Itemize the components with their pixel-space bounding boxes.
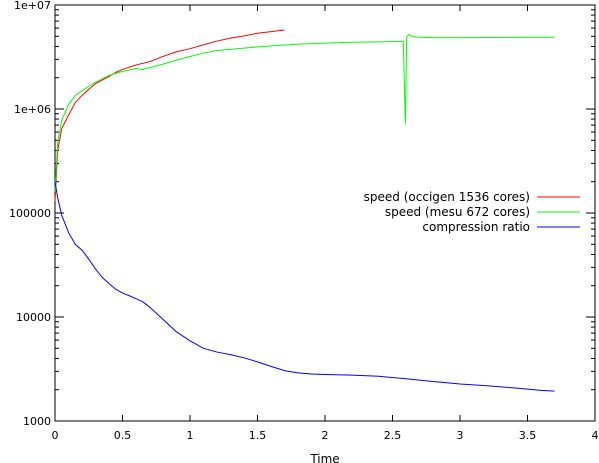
- axis-ticks: 0 0.5 1 1.5 2 2.5 3 3.5 4 1000 10000 100000 1e+06 1e+…: [9, 0, 599, 442]
- x-tick-label: 0: [52, 429, 59, 442]
- x-tick-label: 2.5: [384, 429, 402, 442]
- x-tick-label: 3: [457, 429, 464, 442]
- series-layer: [54, 29, 555, 392]
- x-tick-label: 0.5: [114, 429, 132, 442]
- x-tick-label: 1.5: [249, 429, 267, 442]
- y-tick-label: 100000: [9, 207, 51, 220]
- y-tick-label: 1000: [23, 415, 51, 428]
- legend-label-2: compression ratio: [422, 220, 530, 234]
- x-tick-label: 1: [187, 429, 194, 442]
- y-tick-label: 1e+06: [14, 103, 51, 116]
- series-line-2: [54, 181, 555, 392]
- series-line-0: [54, 29, 285, 202]
- x-tick-label: 2: [322, 429, 329, 442]
- y-tick-label: 10000: [16, 311, 51, 324]
- legend: speed (occigen 1536 cores)speed (mesu 67…: [364, 190, 580, 234]
- x-tick-label: 4: [592, 429, 599, 442]
- x-axis-title: Time: [309, 452, 339, 463]
- legend-label-1: speed (mesu 672 cores): [385, 205, 530, 219]
- legend-label-0: speed (occigen 1536 cores): [364, 190, 530, 204]
- x-tick-label: 3.5: [519, 429, 537, 442]
- y-tick-label: 1e+07: [14, 0, 51, 12]
- series-line-1: [54, 34, 555, 192]
